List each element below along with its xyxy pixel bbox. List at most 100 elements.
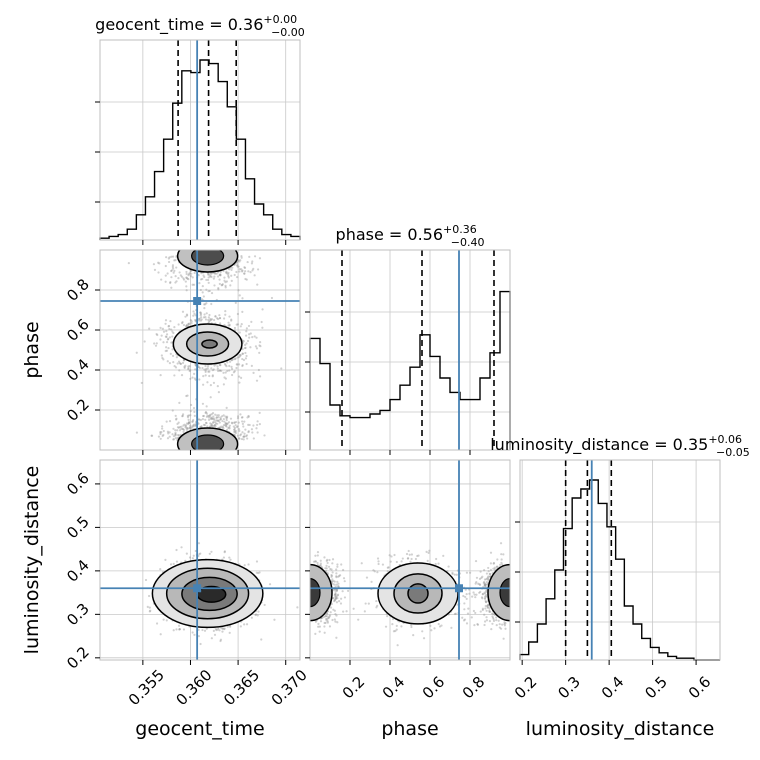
sample-point xyxy=(168,435,171,438)
sample-point xyxy=(224,377,227,380)
sample-point xyxy=(197,274,200,277)
sample-point xyxy=(189,403,193,407)
sample-point xyxy=(501,623,504,626)
sample-point xyxy=(210,423,213,426)
sample-point xyxy=(206,425,209,428)
sample-point xyxy=(243,266,246,269)
sample-point xyxy=(225,270,228,273)
sample-point xyxy=(230,359,233,362)
sample-point xyxy=(194,320,197,323)
sample-point xyxy=(235,275,239,279)
sample-point xyxy=(171,267,175,270)
sample-point xyxy=(467,607,470,610)
sample-point xyxy=(171,330,174,333)
sample-point xyxy=(486,606,489,609)
sample-point xyxy=(197,418,200,421)
sample-point xyxy=(148,606,151,609)
sample-point xyxy=(221,627,224,630)
sample-point xyxy=(495,616,498,619)
sample-point xyxy=(240,416,244,419)
sample-point xyxy=(168,361,172,365)
sample-point xyxy=(236,323,240,326)
sample-point xyxy=(187,323,190,326)
sample-point xyxy=(211,369,214,372)
sample-point xyxy=(230,279,233,282)
sample-point xyxy=(241,352,244,355)
sample-point xyxy=(236,264,239,267)
sample-point xyxy=(228,426,231,429)
sample-point xyxy=(159,431,162,434)
sample-point xyxy=(486,603,490,607)
sample-point xyxy=(501,563,504,566)
sample-point xyxy=(484,599,487,603)
sample-point xyxy=(247,430,250,434)
sample-point xyxy=(251,336,254,339)
sample-point xyxy=(414,557,418,561)
sample-point xyxy=(166,272,169,275)
sample-point xyxy=(171,265,174,268)
sample-point xyxy=(176,434,180,437)
sample-point xyxy=(238,353,241,356)
panel-frame xyxy=(99,39,301,241)
sample-point xyxy=(194,318,197,322)
sample-point xyxy=(473,593,476,596)
sample-point xyxy=(169,280,172,284)
sample-point xyxy=(336,594,339,597)
sample-point xyxy=(152,263,156,266)
sample-point xyxy=(249,332,252,335)
sample-point xyxy=(247,563,250,566)
sample-point xyxy=(165,256,168,259)
sample-point xyxy=(166,430,170,433)
sample-point xyxy=(475,593,478,596)
panel-luminosity_distance-vs-phase xyxy=(310,542,510,647)
sample-point xyxy=(257,571,260,575)
sample-point xyxy=(324,567,327,570)
sample-point xyxy=(250,364,253,367)
sample-point xyxy=(323,631,326,634)
sample-point xyxy=(185,428,188,431)
sample-point xyxy=(244,435,248,438)
sample-point xyxy=(162,618,165,621)
sample-point xyxy=(225,365,228,368)
sample-point xyxy=(375,599,378,603)
sample-point xyxy=(180,374,184,377)
sample-point xyxy=(201,285,204,288)
sample-point xyxy=(391,623,394,626)
sample-point xyxy=(386,615,389,618)
sample-point xyxy=(486,577,489,580)
sample-point xyxy=(247,270,250,273)
sample-point xyxy=(296,606,299,609)
sample-point xyxy=(484,595,487,598)
sample-point xyxy=(242,435,245,438)
sample-point xyxy=(167,324,171,328)
sample-point xyxy=(176,436,179,440)
sample-point xyxy=(222,317,226,320)
sample-point xyxy=(387,566,390,569)
sample-point xyxy=(198,553,201,556)
sample-point xyxy=(384,625,388,628)
sample-point xyxy=(228,364,231,368)
sample-point xyxy=(228,427,231,430)
sample-point xyxy=(246,437,249,440)
sample-point xyxy=(191,283,194,286)
title-err-plus: +0.00 xyxy=(263,13,297,26)
sample-point xyxy=(222,423,226,427)
sample-point xyxy=(233,421,236,424)
sample-point xyxy=(224,286,227,289)
sample-point xyxy=(337,585,340,588)
sample-point xyxy=(150,434,154,437)
sample-point xyxy=(197,635,200,638)
sample-point xyxy=(193,410,196,413)
sample-point xyxy=(186,427,190,430)
sample-point xyxy=(159,326,162,330)
sample-point xyxy=(209,396,212,399)
sample-point xyxy=(218,278,221,281)
sample-point xyxy=(214,628,218,631)
sample-point xyxy=(326,558,329,561)
sample-point xyxy=(219,322,222,325)
sample-point xyxy=(463,602,466,605)
sample-point xyxy=(173,269,176,272)
sample-point xyxy=(170,276,173,279)
sample-point xyxy=(233,421,236,424)
sample-point xyxy=(238,381,241,384)
